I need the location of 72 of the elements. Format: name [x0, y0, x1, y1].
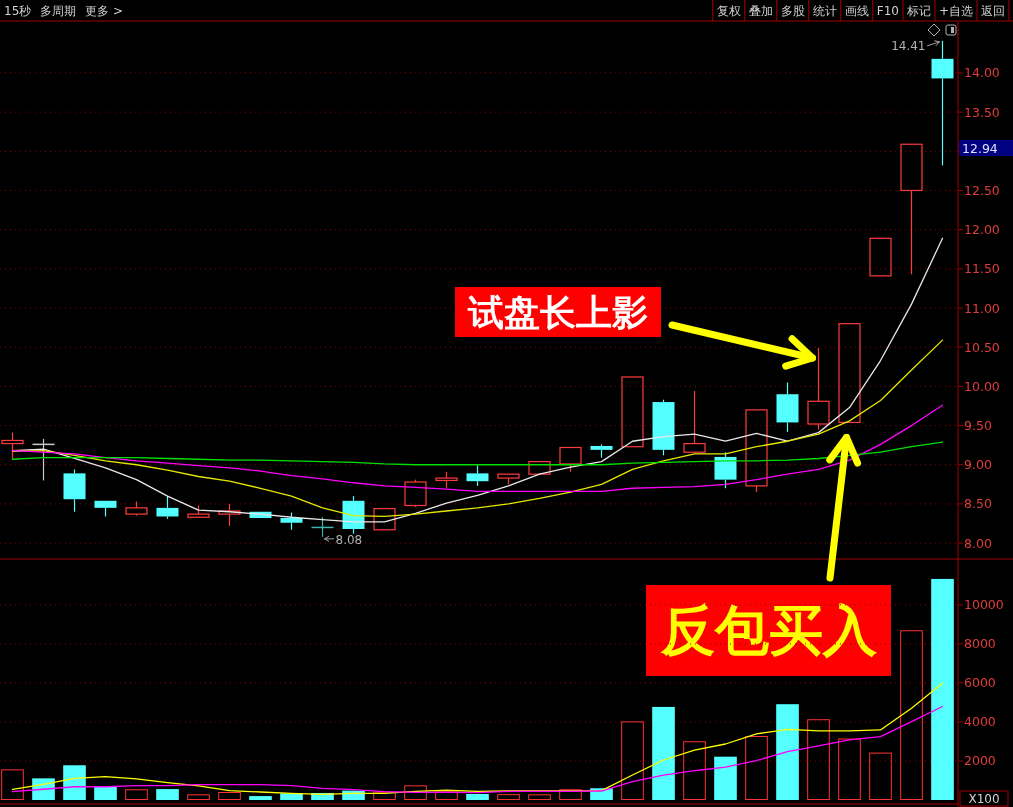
bar	[869, 752, 892, 800]
text: 统计	[812, 4, 837, 18]
y-axis-title: X100	[968, 791, 1000, 806]
bar	[497, 794, 520, 800]
text: 更多 >	[85, 4, 124, 18]
bar	[156, 789, 179, 800]
bar	[714, 756, 737, 800]
bar	[435, 791, 458, 800]
annotation: 试盘长上影	[467, 291, 648, 333]
annotation: 14.41	[891, 38, 926, 53]
y-tick-label: 6000	[964, 675, 996, 691]
text: 画线	[844, 4, 869, 18]
text: 15秒	[4, 4, 32, 18]
bar	[683, 741, 706, 800]
line-series	[11, 339, 944, 518]
bar	[94, 786, 117, 800]
bar	[466, 793, 489, 800]
y-tick-label: 10.00	[964, 378, 1000, 394]
y-tick-label: 8.00	[964, 535, 992, 551]
y-tick-label: 4000	[964, 714, 996, 730]
text: 标记	[905, 4, 931, 18]
bar	[745, 736, 768, 800]
bar	[249, 796, 272, 800]
y-tick-label: 12.50	[964, 182, 1000, 198]
y-tick-label: 2000	[964, 753, 996, 769]
text: F10	[876, 4, 899, 18]
y-tick-label: 9.50	[964, 418, 992, 434]
bar	[838, 738, 861, 800]
bar	[528, 794, 551, 800]
bar	[559, 789, 582, 800]
y-tick-label: 12.00	[964, 222, 1000, 238]
y-tick-label: 10.50	[964, 339, 1000, 355]
bar	[931, 578, 954, 800]
candlestick	[838, 323, 861, 424]
bar	[125, 789, 148, 800]
line-series	[11, 705, 944, 794]
y-tick-label: 9.00	[964, 457, 992, 473]
bar	[63, 765, 86, 800]
bar	[187, 794, 210, 800]
candlestick	[869, 237, 892, 277]
bar	[218, 792, 241, 800]
annotation: 反包买入	[659, 599, 878, 662]
bar	[1, 769, 24, 800]
bar	[621, 721, 644, 800]
text: 叠加	[748, 4, 773, 18]
bar	[776, 704, 799, 800]
annotation: 8.08	[335, 532, 363, 547]
candlestick	[621, 376, 644, 448]
candlestick	[373, 508, 396, 531]
bar	[807, 719, 830, 800]
text: 多股	[780, 4, 805, 18]
bar	[900, 630, 923, 800]
y-tick-label: 14.00	[964, 65, 1000, 81]
text: 12.94	[962, 140, 998, 156]
line-series	[11, 404, 944, 493]
y-tick-label: 11.00	[964, 300, 1000, 316]
y-tick-label: 8.50	[964, 496, 992, 512]
text: 多周期	[40, 4, 77, 18]
candlestick	[683, 390, 706, 453]
y-tick-label: 8000	[964, 636, 996, 652]
text: +自选	[938, 4, 973, 18]
text: 返回	[981, 4, 1005, 18]
y-tick-label: 13.50	[964, 104, 1000, 120]
bar	[373, 791, 396, 800]
bar	[404, 785, 427, 800]
line-series	[11, 682, 944, 795]
bar	[652, 706, 675, 800]
candlestick	[900, 143, 923, 275]
y-tick-label: 11.50	[964, 261, 1000, 277]
text: 复权	[716, 4, 741, 18]
y-tick-label: 10000	[964, 597, 1004, 613]
candlestick	[528, 461, 551, 475]
